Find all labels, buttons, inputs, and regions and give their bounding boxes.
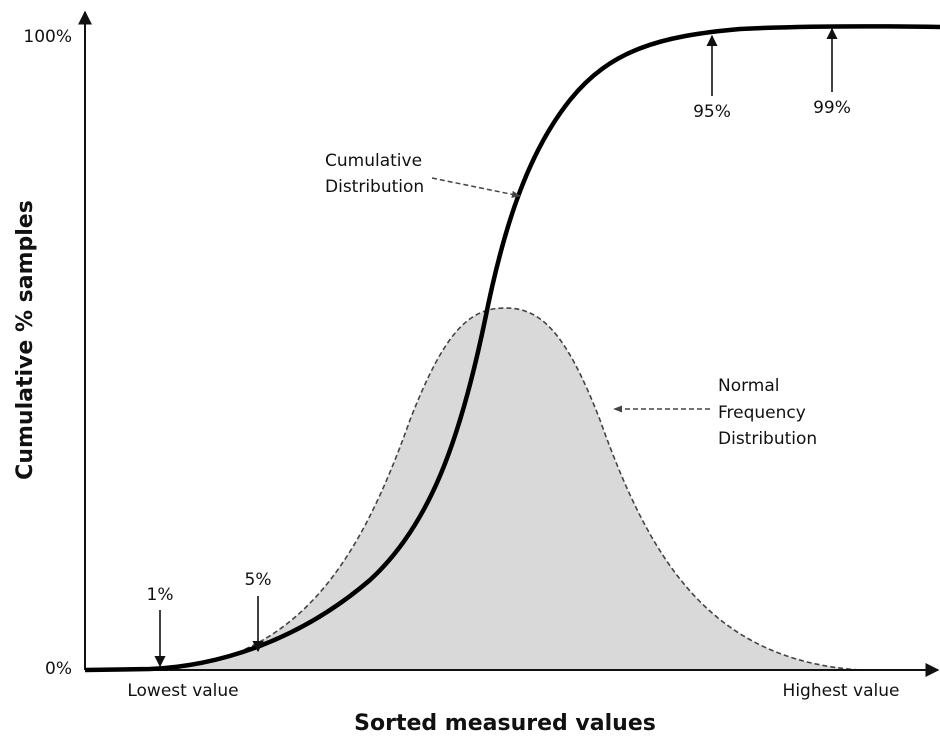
annotation: Normal [718, 376, 780, 396]
percentile-label: 99% [813, 98, 851, 118]
x-left-label: Lowest value [127, 681, 238, 701]
percentile-label: 1% [147, 585, 174, 605]
annotation: Distribution [718, 429, 817, 449]
annotation: Cumulative [325, 151, 422, 171]
y-top-label: 100% [23, 27, 72, 47]
frequency-curve [159, 307, 861, 671]
cumulative-curve [84, 24, 940, 673]
percentile-label: 5% [245, 570, 272, 590]
y-axis-title: Cumulative % samples [13, 200, 38, 480]
pointer [431, 177, 521, 198]
annotation: Distribution [325, 177, 424, 197]
y-bottom-label: 0% [45, 659, 72, 679]
percentile-label: 95% [693, 102, 731, 122]
x-right-label: Highest value [783, 681, 900, 701]
x-axis-title: Sorted measured values [354, 711, 656, 736]
annotation: Frequency [718, 403, 806, 423]
